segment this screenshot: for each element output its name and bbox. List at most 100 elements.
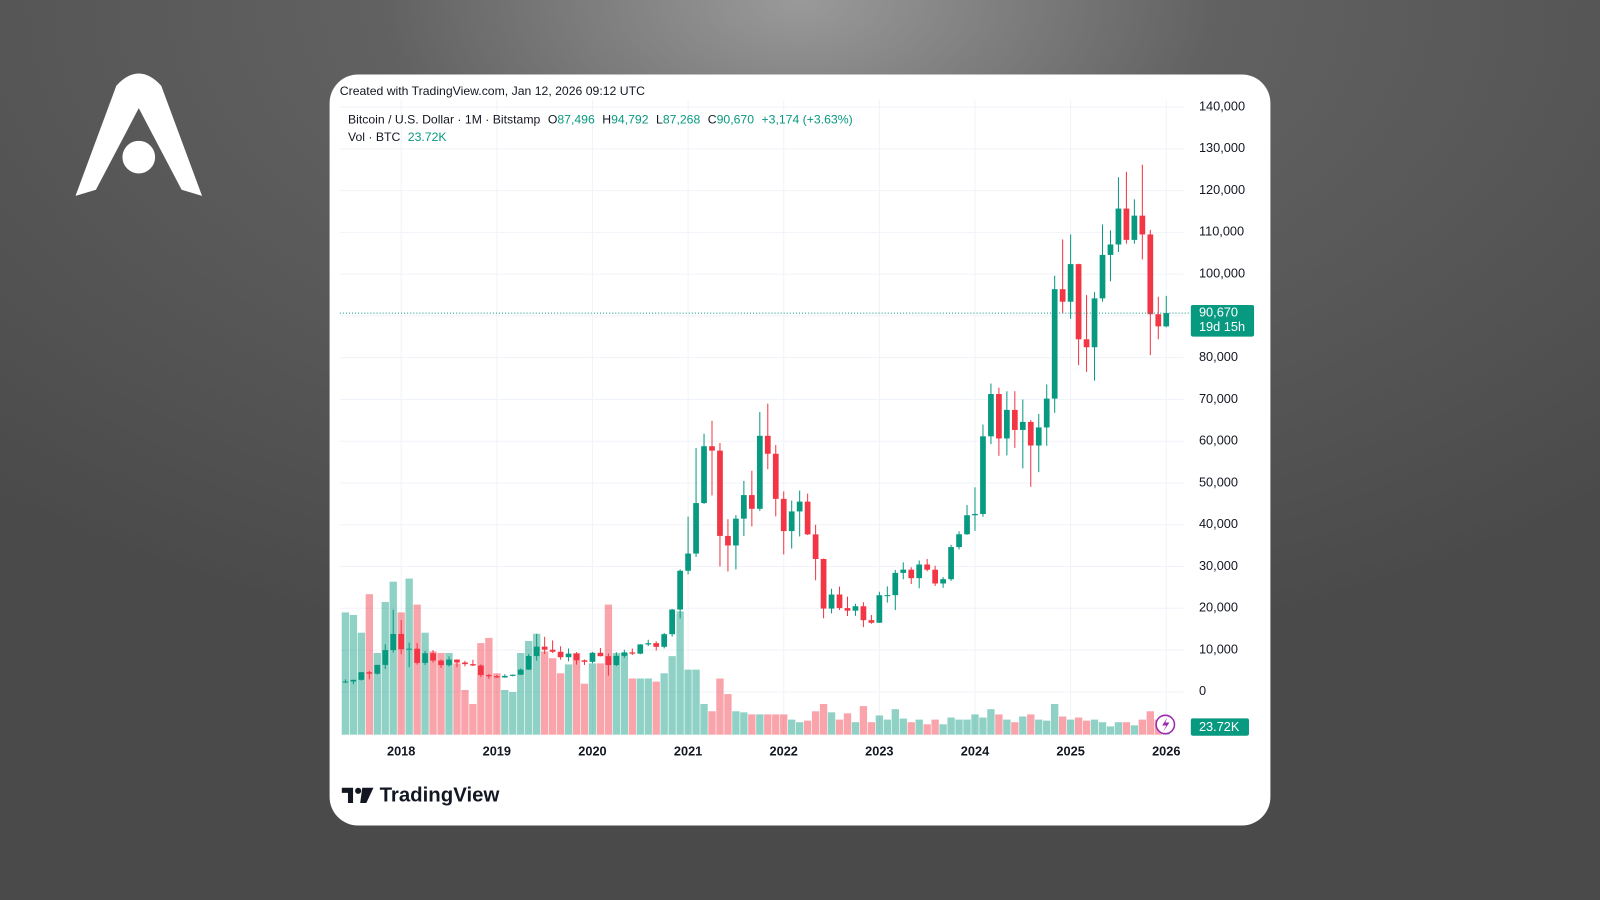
legend-symbol: Bitcoin / U.S. Dollar · 1M · Bitstamp bbox=[348, 113, 541, 127]
volume-bar bbox=[995, 714, 1003, 735]
y-tick-label: 60,000 bbox=[1199, 433, 1238, 448]
candle-body bbox=[470, 664, 476, 666]
candle-body bbox=[374, 664, 381, 674]
volume-bar bbox=[461, 689, 469, 735]
candles bbox=[342, 164, 1170, 685]
legend-o: O bbox=[548, 113, 558, 127]
volume-bar bbox=[477, 643, 485, 735]
candle-body bbox=[741, 495, 747, 519]
volume-bar bbox=[764, 714, 772, 735]
volume-bar bbox=[1114, 722, 1123, 735]
candle-body bbox=[1107, 244, 1114, 255]
candle-body bbox=[1059, 289, 1066, 302]
candle-body bbox=[446, 659, 452, 666]
volume-bar bbox=[421, 632, 429, 735]
volume-bar bbox=[1043, 720, 1051, 735]
candle-body bbox=[509, 674, 516, 676]
volume-bar bbox=[899, 718, 907, 735]
x-tick-label: 2026 bbox=[1152, 743, 1180, 758]
volume-bar bbox=[875, 715, 884, 735]
candle-body bbox=[940, 579, 946, 584]
volume-bar bbox=[1003, 719, 1011, 735]
volume-bar bbox=[748, 714, 756, 735]
volume-bar bbox=[453, 663, 461, 735]
volume-bar bbox=[1082, 720, 1091, 735]
volume-bar bbox=[341, 612, 350, 735]
volume-bar bbox=[365, 594, 373, 735]
candle-body bbox=[701, 446, 707, 504]
candle-body bbox=[852, 606, 859, 611]
legend: Bitcoin / U.S. Dollar · 1M · Bitstamp O8… bbox=[348, 113, 853, 127]
volume-bar bbox=[501, 689, 509, 735]
volume-bar bbox=[644, 678, 652, 735]
candle-body bbox=[669, 609, 676, 635]
candle-body bbox=[581, 660, 588, 662]
volume-bar bbox=[891, 709, 899, 735]
candle-body bbox=[948, 547, 954, 580]
volume-bar bbox=[1066, 719, 1075, 735]
candle-body bbox=[565, 653, 572, 658]
candle-body bbox=[884, 595, 891, 597]
volume-bar bbox=[509, 692, 517, 735]
volume-bar bbox=[716, 678, 724, 735]
volume-bar bbox=[373, 652, 381, 735]
candle-body bbox=[533, 646, 540, 657]
volume-legend-value: 23.72K bbox=[408, 130, 448, 144]
legend-h: H bbox=[602, 113, 611, 127]
volume-bar bbox=[397, 612, 405, 735]
x-tick-label: 2022 bbox=[770, 743, 798, 758]
candle-body bbox=[956, 534, 962, 548]
candle-body bbox=[493, 676, 500, 678]
candle-body bbox=[844, 608, 851, 611]
candle-body bbox=[414, 648, 420, 663]
candle-body bbox=[358, 672, 365, 680]
candle-body bbox=[589, 652, 596, 662]
volume-bar bbox=[564, 664, 573, 735]
candle-body bbox=[900, 569, 907, 573]
y-tick-label: 140,000 bbox=[1199, 98, 1245, 113]
volume-bar bbox=[676, 611, 684, 735]
axes: 0 10,000 20,000 30,000 40,000 50,000 60,000 70,… bbox=[339, 98, 1255, 758]
candle-body bbox=[1075, 264, 1082, 340]
tradingview-logo: TradingView bbox=[341, 784, 499, 806]
candle-body bbox=[836, 594, 843, 609]
countdown-label: 19d 15h bbox=[1199, 319, 1245, 334]
volume-bar bbox=[803, 720, 812, 735]
candle-body bbox=[964, 515, 970, 535]
volume-bar bbox=[469, 703, 477, 735]
volume-bar bbox=[1058, 716, 1067, 735]
legend-open: 87,496 bbox=[557, 113, 595, 127]
x-tick-label: 2019 bbox=[483, 743, 511, 758]
volume-bar bbox=[652, 681, 660, 735]
volume-bar bbox=[1051, 703, 1059, 735]
candle-body bbox=[812, 534, 819, 560]
candle-body bbox=[693, 503, 699, 554]
last-volume-label: 23.72K bbox=[1199, 719, 1240, 734]
candle-body bbox=[573, 653, 580, 661]
volume-bar bbox=[819, 703, 828, 735]
candle-body bbox=[988, 394, 994, 437]
volume-bar bbox=[429, 651, 437, 735]
candle-body bbox=[478, 665, 484, 676]
candle-body bbox=[629, 652, 636, 654]
volume-bar bbox=[437, 652, 445, 735]
candle-body bbox=[1147, 234, 1154, 315]
volume-bar bbox=[1130, 725, 1139, 735]
last-volume-box bbox=[1190, 718, 1249, 736]
volume-bar bbox=[485, 637, 493, 735]
volume-legend: Vol · BTC 23.72K bbox=[348, 130, 447, 144]
candle-body bbox=[517, 669, 524, 675]
candle-body bbox=[876, 595, 883, 623]
volume-bar bbox=[445, 652, 453, 735]
x-tick-label: 2024 bbox=[961, 743, 990, 758]
volume-bar bbox=[684, 669, 692, 735]
legend-close: 90,670 bbox=[717, 113, 755, 127]
volume-legend-name: Vol · BTC bbox=[348, 130, 401, 144]
candle-body bbox=[366, 672, 373, 674]
candle-body bbox=[541, 646, 548, 650]
candle-body bbox=[892, 572, 899, 596]
volume-bar bbox=[843, 713, 852, 735]
volume-bar bbox=[548, 658, 557, 735]
x-tick-label: 2018 bbox=[387, 743, 415, 758]
candle-body bbox=[1011, 409, 1018, 430]
